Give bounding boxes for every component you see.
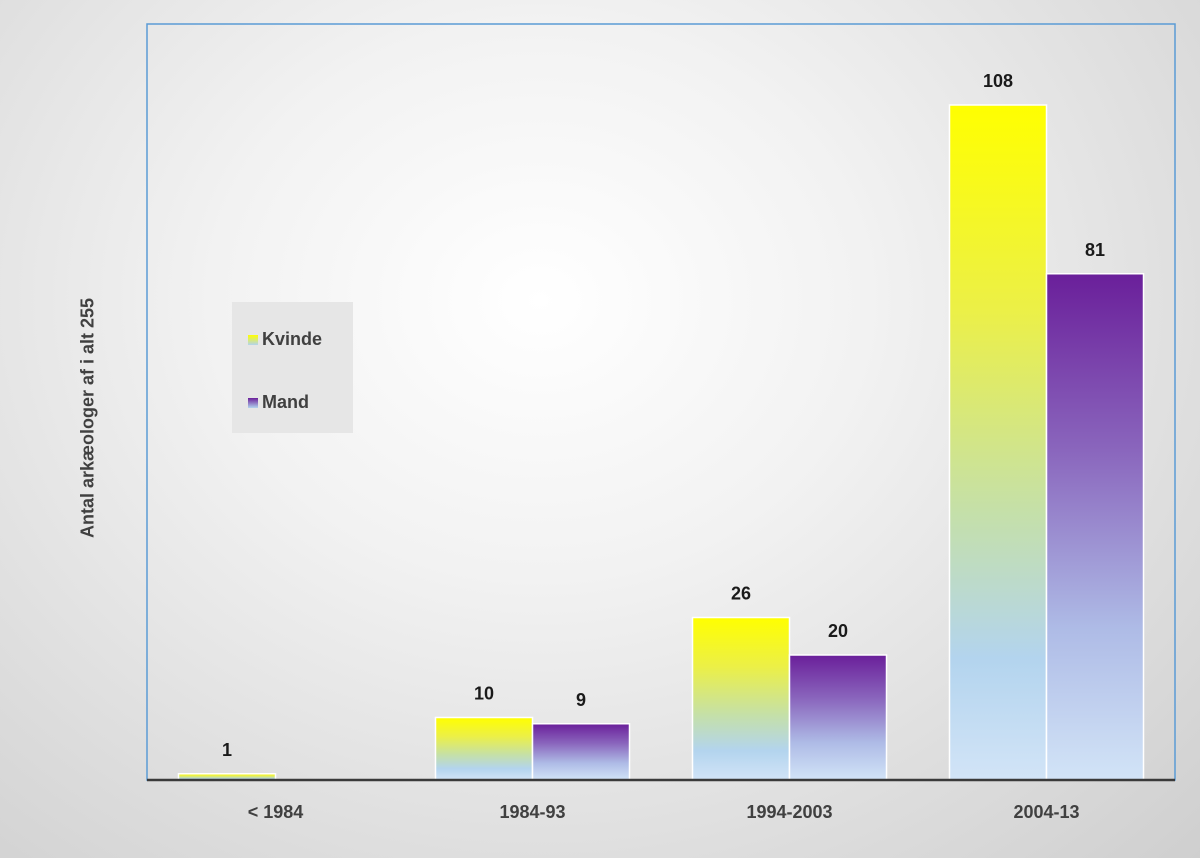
data-label-kvinde-4: 108 xyxy=(983,71,1013,91)
bar-mand-2 xyxy=(531,723,631,781)
data-label-mand-4: 81 xyxy=(1085,240,1105,260)
legend-swatch-kvinde xyxy=(248,334,258,345)
bar-kvinde-2 xyxy=(434,716,534,781)
legend-label-kvinde: Kvinde xyxy=(262,329,323,349)
legend-item-kvinde: Kvinde xyxy=(248,329,322,350)
bar-kvinde-4 xyxy=(948,104,1048,781)
x-tick-label-4: 2004-13 xyxy=(1013,802,1079,822)
data-label-mand-3: 20 xyxy=(828,621,848,641)
y-axis-title: Antal arkæologer af i alt 255 xyxy=(77,297,98,539)
legend-item-mand: Mand xyxy=(248,392,309,413)
legend-label-mand: Mand xyxy=(262,392,309,412)
legend-swatch-mand xyxy=(248,397,258,408)
data-label-kvinde-2: 10 xyxy=(474,684,494,704)
legend: Kvinde Mand xyxy=(232,302,353,433)
bar-mand-3 xyxy=(788,654,888,781)
data-label-kvinde-3: 26 xyxy=(731,584,751,604)
x-tick-label-1: < 1984 xyxy=(248,802,304,822)
bar-kvinde-3 xyxy=(691,616,791,781)
data-label-kvinde-1: 1 xyxy=(222,740,232,760)
x-tick-label-3: 1994-2003 xyxy=(746,802,832,822)
x-tick-label-2: 1984-93 xyxy=(499,802,565,822)
data-label-mand-2: 9 xyxy=(576,690,586,710)
bar-mand-4 xyxy=(1045,273,1145,781)
